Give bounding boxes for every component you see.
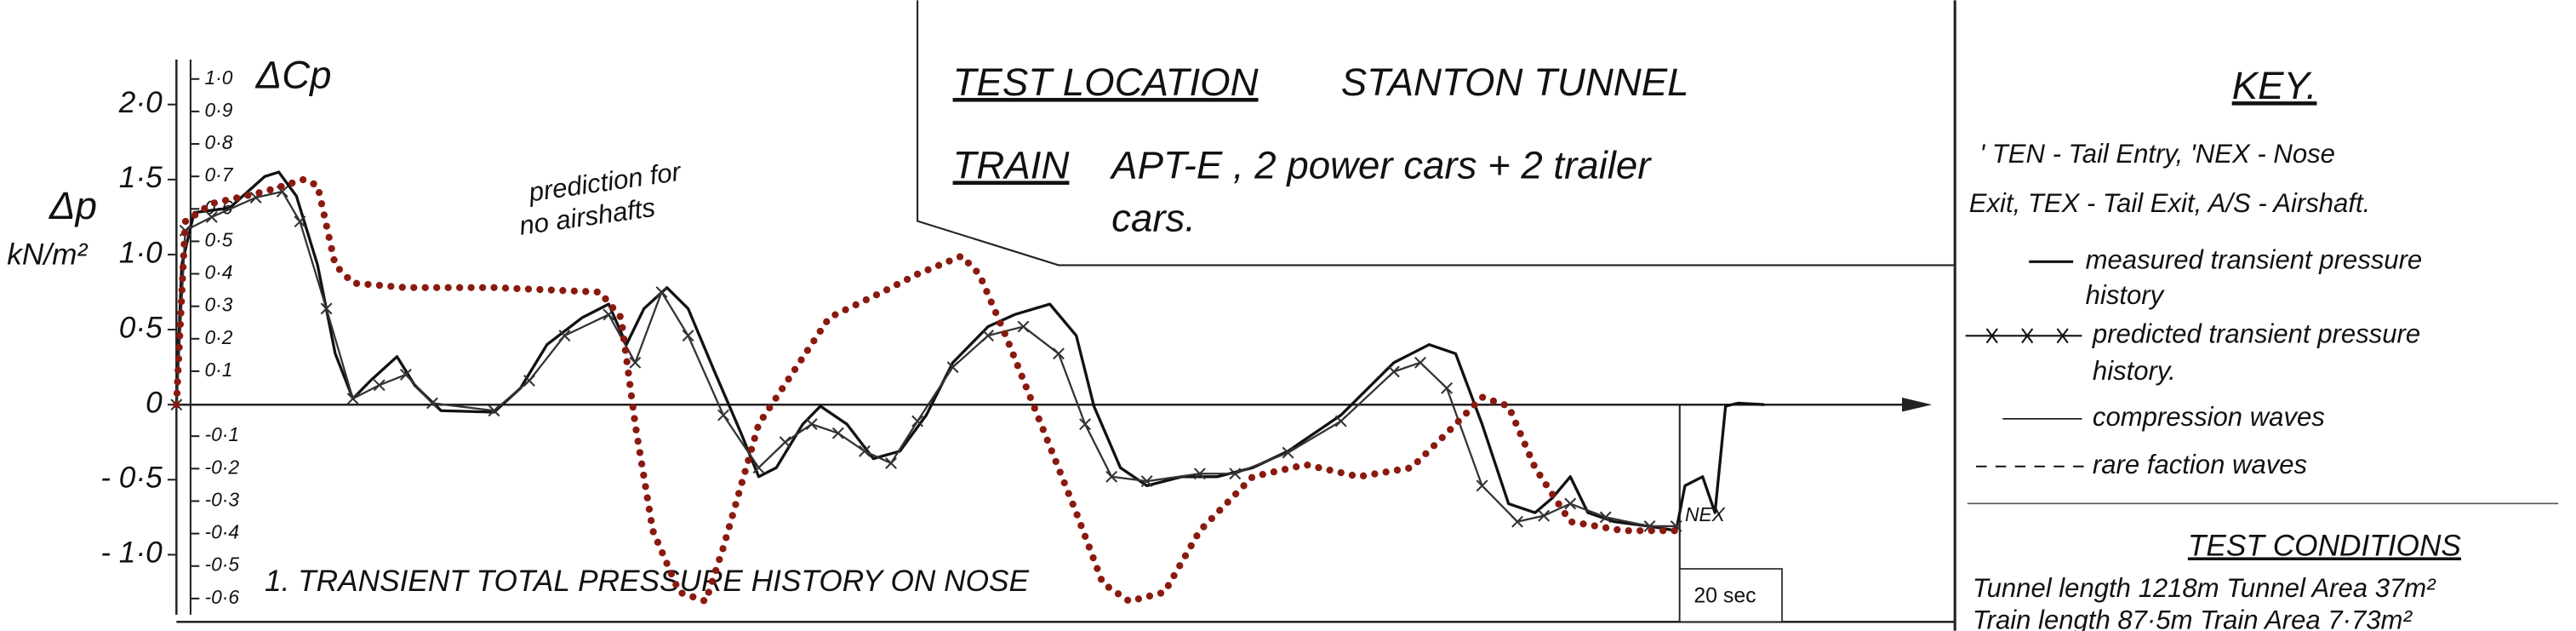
- train: cars.: [1111, 197, 1196, 240]
- y-tick-label: 2·0: [118, 86, 163, 119]
- series-marker: [1079, 418, 1092, 431]
- series-line: [173, 175, 1680, 605]
- series-marker: [1193, 468, 1206, 480]
- y2-tick-label: 0·8: [205, 131, 233, 153]
- series-marker: [373, 379, 386, 392]
- y2-tick-label: 0·1: [205, 359, 233, 381]
- y2-tick-label: 0·5: [205, 228, 233, 250]
- series-marker: [1105, 470, 1118, 483]
- key-text: Exit, TEX - Tail Exit, A/S - Airshaft.: [1969, 188, 2370, 218]
- y-label-unit: kN/m²: [7, 238, 88, 271]
- conditions: Tunnel length 1218m Tunnel Area 37m²: [1973, 573, 2436, 603]
- series-marker: [523, 375, 535, 387]
- y2-label: ΔCp: [255, 54, 332, 97]
- series-marker: [205, 210, 218, 223]
- nex-label: NEX: [1685, 503, 1726, 525]
- series-marker: [1599, 511, 1612, 524]
- y2-tick-label: 0·9: [205, 99, 233, 121]
- series-marker: [488, 404, 500, 417]
- series-marker: [779, 436, 791, 449]
- y2-tick-label: -0·1: [205, 423, 240, 445]
- series-marker: [805, 418, 818, 431]
- y-tick-label: - 1·0: [100, 536, 163, 570]
- series-marker: [858, 445, 871, 457]
- series-marker: [752, 462, 765, 474]
- x-axis-arrow: [1902, 397, 1933, 412]
- conditions-title: TEST CONDITIONS: [2188, 529, 2462, 562]
- test-box: [917, 0, 1956, 267]
- y-tick-label: 1·0: [119, 236, 163, 269]
- series-marker: [1511, 515, 1523, 528]
- test-location: STANTON TUNNEL: [1341, 60, 1689, 104]
- y2-tick-label: -0·2: [205, 456, 240, 478]
- series-marker: [1387, 365, 1400, 378]
- train: APT-E , 2 power cars + 2 trailer: [1109, 143, 1652, 186]
- annotation-group: prediction for no airshafts: [517, 157, 684, 241]
- scale-box: [1678, 568, 1783, 623]
- y-tick-label: 1·5: [119, 161, 163, 194]
- series-marker: [399, 369, 412, 381]
- series-marker: [346, 393, 359, 405]
- key-text: history: [2086, 280, 2166, 310]
- series-marker: [1229, 468, 1242, 480]
- series-marker: [294, 215, 306, 228]
- y-tick-label: 0·5: [119, 311, 163, 344]
- key-text: ' TEN - Tail Entry, 'NEX - Nose: [1979, 139, 2335, 169]
- series-marker: [1441, 381, 1454, 394]
- series-marker: [1564, 497, 1577, 510]
- key-title: KEY.: [2232, 64, 2317, 107]
- y2-tick-label: -0·4: [205, 521, 240, 543]
- y-label: Δp: [49, 184, 97, 227]
- series-marker: [911, 415, 924, 427]
- series-marker: [1282, 446, 1294, 459]
- series-marker: [1140, 475, 1153, 488]
- series-marker: [717, 409, 730, 422]
- y2-tick-label: -0·3: [205, 488, 240, 510]
- y2-tick-label: 0·3: [205, 294, 233, 316]
- y2-tick-label: 0·2: [205, 326, 233, 348]
- series-marker: [1476, 479, 1488, 492]
- series-marker: [682, 330, 694, 342]
- series-marker: [629, 356, 642, 369]
- conditions: Train length 87·5m Train Area 7·73m²: [1973, 605, 2413, 631]
- y2-tick-label: 1·0: [205, 66, 233, 89]
- series-marker: [1414, 356, 1426, 369]
- series-line: [174, 170, 1765, 532]
- series-line: [175, 190, 1676, 528]
- key-text: measured transient pressure: [2086, 244, 2423, 274]
- train-label: TRAIN: [953, 143, 1070, 186]
- series-marker: [558, 330, 571, 342]
- series-marker: [655, 286, 668, 298]
- key-text: compression waves: [2093, 402, 2325, 432]
- series-marker: [1538, 509, 1551, 522]
- y2-tick-label: -0·5: [205, 554, 240, 576]
- scale-label: 20 sec: [1694, 584, 1756, 608]
- y2-tick-label: 0·4: [205, 261, 233, 284]
- series-marker: [1053, 347, 1065, 360]
- series-marker: [1017, 320, 1030, 333]
- series-marker: [885, 456, 897, 469]
- y2-tick-label: 0·7: [205, 163, 234, 186]
- key-text: rare faction waves: [2093, 450, 2307, 479]
- test-location-label: TEST LOCATION: [953, 60, 1259, 104]
- series-marker: [426, 397, 438, 410]
- y-tick-label: 0: [146, 387, 163, 420]
- series-marker: [831, 427, 844, 439]
- y-tick-label: - 0·5: [100, 462, 163, 495]
- series-marker: [320, 302, 333, 315]
- y2-tick-label: -0·6: [205, 586, 240, 608]
- series-marker: [982, 330, 994, 342]
- key-text: predicted transient pressure: [2092, 319, 2420, 349]
- key-text: history.: [2093, 356, 2176, 386]
- series-marker: [946, 361, 959, 374]
- key-symbol: [1965, 328, 2082, 344]
- series-marker: [1334, 415, 1347, 427]
- caption: 1. TRANSIENT TOTAL PRESSURE HISTORY ON N…: [265, 565, 1030, 598]
